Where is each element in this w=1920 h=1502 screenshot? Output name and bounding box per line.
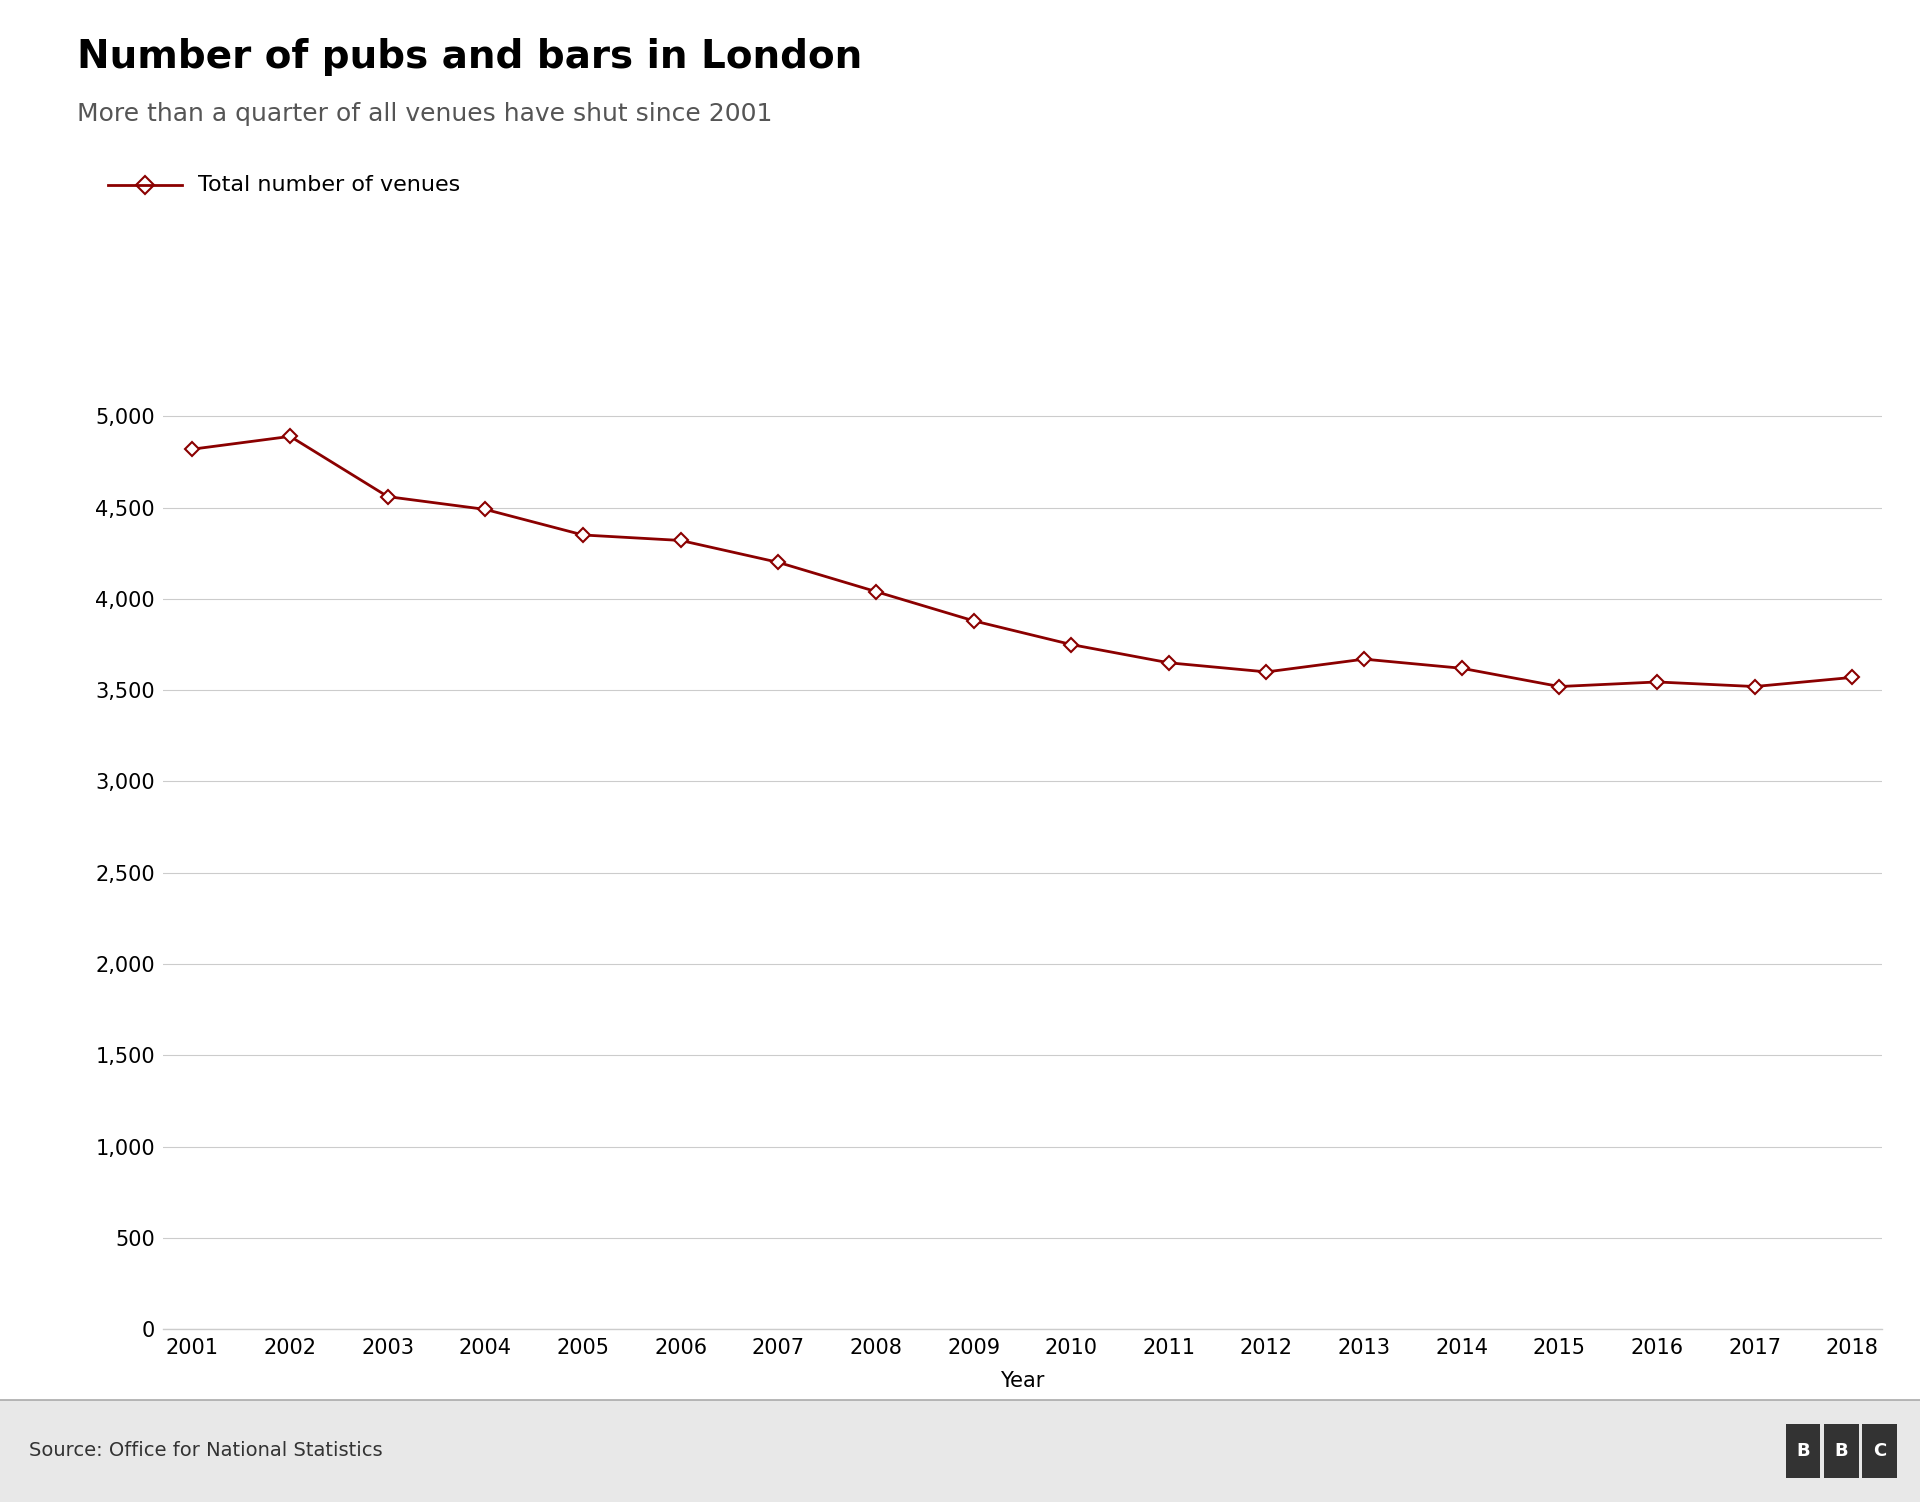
Text: More than a quarter of all venues have shut since 2001: More than a quarter of all venues have s… [77, 102, 772, 126]
X-axis label: Year: Year [1000, 1371, 1044, 1391]
Text: B: B [1795, 1442, 1811, 1460]
Text: Source: Office for National Statistics: Source: Office for National Statistics [29, 1442, 382, 1460]
Text: B: B [1834, 1442, 1849, 1460]
Text: C: C [1874, 1442, 1885, 1460]
Text: Total number of venues: Total number of venues [198, 174, 461, 195]
Text: Number of pubs and bars in London: Number of pubs and bars in London [77, 38, 862, 75]
